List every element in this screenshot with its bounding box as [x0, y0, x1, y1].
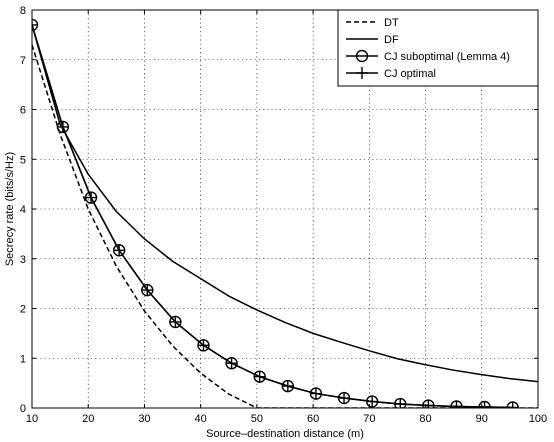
legend-marker [356, 67, 368, 79]
series-1 [32, 44, 538, 408]
x-tick-label: 80 [419, 413, 431, 425]
series-line [32, 44, 538, 408]
series-point [281, 380, 294, 393]
y-tick-label: 7 [20, 55, 26, 67]
x-tick-label: 20 [82, 413, 94, 425]
y-axis-label: Secrecy rate (bits/s/Hz) [4, 152, 16, 266]
x-tick-label: 60 [307, 413, 319, 425]
x-tick-label: 10 [26, 413, 38, 425]
series-point [85, 191, 98, 204]
series-point [338, 392, 351, 405]
y-tick-label: 3 [20, 254, 26, 266]
legend-label: CJ suboptimal (Lemma 4) [384, 51, 510, 63]
y-tick-label: 0 [20, 403, 26, 415]
series-point [169, 315, 182, 328]
axis-ticks: 10 20 30 40 50 60 70 80 90 100 0 1 2 3 4 5 6 7 8 [20, 5, 547, 425]
series-4 [32, 18, 519, 408]
y-tick-label: 5 [20, 154, 26, 166]
series-2 [32, 24, 538, 383]
series-point [113, 244, 126, 257]
x-tick-label: 90 [476, 413, 488, 425]
series-point [450, 400, 463, 408]
x-tick-label: 30 [138, 413, 150, 425]
legend: DT DF CJ suboptimal (Lemma 4) CJ optimal [337, 9, 539, 87]
y-tick-label: 6 [20, 105, 26, 117]
series-point [478, 401, 491, 408]
series-point [422, 399, 435, 408]
series-point [32, 18, 38, 31]
x-axis-label: Source–destination distance (m) [206, 428, 364, 440]
x-tick-label: 50 [251, 413, 263, 425]
legend-label: CJ optimal [384, 68, 436, 80]
series-point [141, 284, 154, 297]
y-tick-label: 1 [20, 353, 26, 365]
legend-label: DF [384, 34, 399, 46]
series-point [253, 370, 266, 383]
y-tick-label: 8 [20, 5, 26, 17]
series-point [56, 120, 69, 133]
series-point [309, 387, 322, 400]
legend-box [337, 9, 539, 87]
series-point [366, 395, 379, 408]
legend-marker [355, 49, 369, 63]
x-tick-label: 70 [363, 413, 375, 425]
legend-label: DT [384, 17, 399, 29]
y-tick-label: 2 [20, 304, 26, 316]
series-point [394, 398, 407, 408]
x-tick-label: 100 [529, 413, 547, 425]
grid [32, 10, 538, 408]
series-line [32, 24, 538, 383]
y-tick-label: 4 [20, 204, 26, 216]
x-tick-label: 40 [195, 413, 207, 425]
series-lines [32, 18, 538, 408]
series-point [197, 339, 210, 352]
series-point [225, 357, 238, 370]
